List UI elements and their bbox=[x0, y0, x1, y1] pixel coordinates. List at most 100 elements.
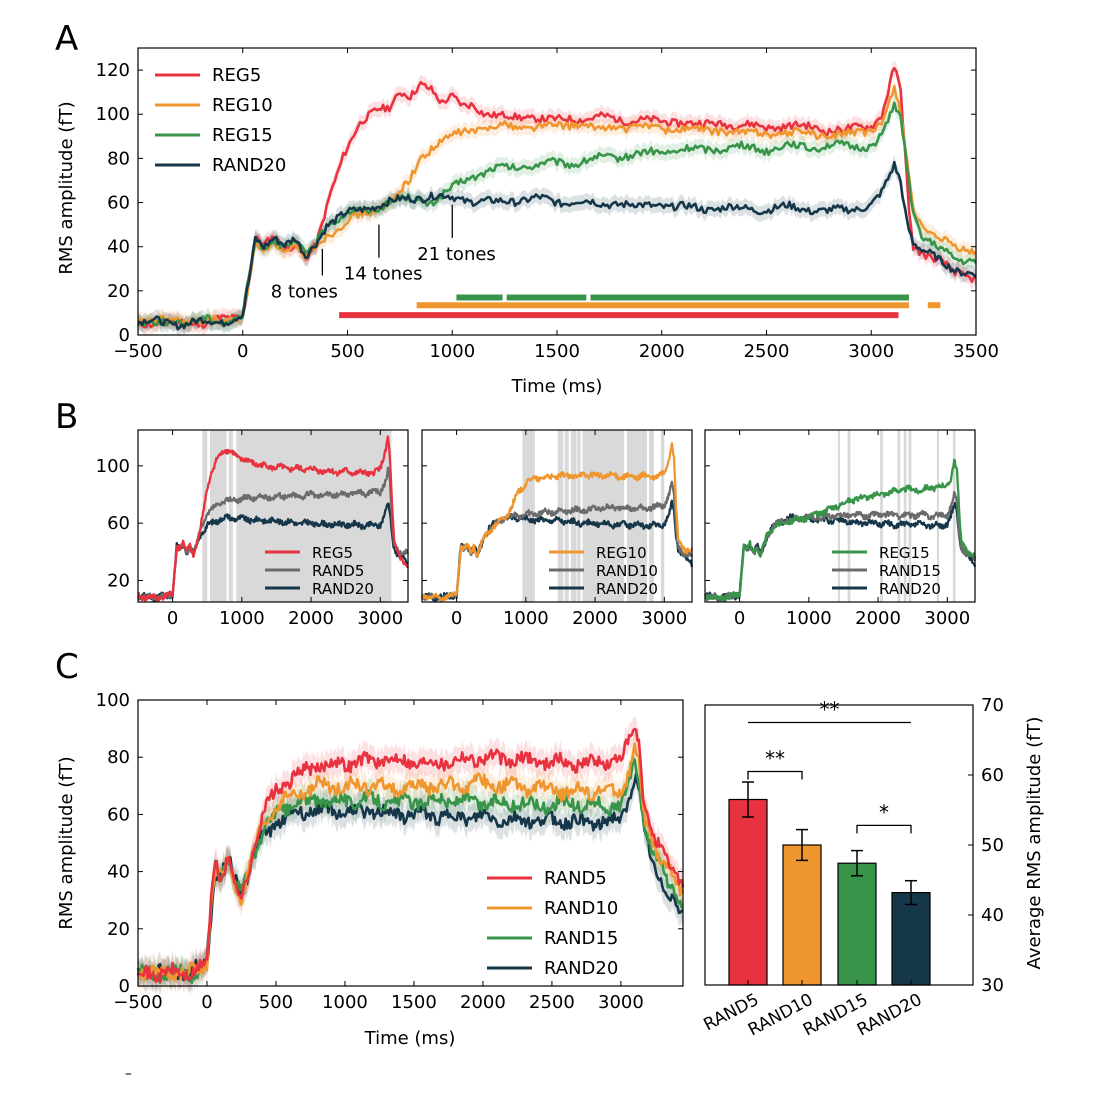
panel-b2-shaded-interval bbox=[557, 430, 564, 602]
panel-b2-x-tick-label: 0 bbox=[451, 608, 462, 629]
footnote-dash: – bbox=[125, 1066, 132, 1082]
panel-c-frame bbox=[137, 699, 684, 987]
panel-c-significance-bracket bbox=[856, 824, 912, 834]
panel-c-bar-y-axis-label: Average RMS amplitude (fT) bbox=[1024, 717, 1045, 970]
panel-c-legend-label-rand10: RAND10 bbox=[544, 898, 618, 919]
panel-b1-legend-label-rand5: RAND5 bbox=[312, 562, 364, 580]
panel-c-x-axis-label: Time (ms) bbox=[364, 1028, 456, 1049]
panel-a-x-tick-label: 0 bbox=[237, 341, 248, 362]
panel-b1-shaded-interval bbox=[202, 430, 208, 602]
panel-c-x-tick-label: 2000 bbox=[460, 992, 506, 1013]
panel-b2-legend-label-rand20: RAND20 bbox=[596, 580, 658, 598]
panel-a-y-tick-label: 120 bbox=[96, 60, 130, 81]
panel-b1-line-reg5 bbox=[137, 435, 409, 602]
panel-b1-x-tick-label: 1000 bbox=[219, 608, 265, 629]
panel-b1-y-tick-label: 100 bbox=[96, 456, 130, 477]
panel-c-bar-rand5 bbox=[728, 798, 768, 986]
panel-a-y-tick-label: 60 bbox=[107, 193, 130, 214]
panel-label-c: C bbox=[55, 647, 79, 687]
panel-c-bar-y-tick-label: 30 bbox=[981, 975, 1004, 996]
panel-b1-legend-label-rand20: RAND20 bbox=[312, 580, 374, 598]
panel-b1-y-tick-label: 20 bbox=[107, 571, 130, 592]
panel-b2-x-tick-label: 2000 bbox=[572, 608, 618, 629]
panel-b1-shaded-interval bbox=[236, 430, 392, 602]
panel-b1-y-tick-label: 60 bbox=[107, 513, 130, 534]
panel-b3-x-tick-label: 0 bbox=[734, 608, 745, 629]
panel-c-bar-rand10 bbox=[782, 844, 822, 986]
panel-b2-x-tick-label: 3000 bbox=[641, 608, 687, 629]
panel-c-bar-y-tick-label: 40 bbox=[981, 905, 1004, 926]
panel-b3-legend-label-rand20: RAND20 bbox=[879, 580, 941, 598]
panel-label-a: A bbox=[55, 19, 78, 59]
panel-b1-shaded-interval bbox=[228, 430, 233, 602]
panel-c-x-tick-label: −500 bbox=[113, 992, 162, 1013]
panel-a-x-axis-label: Time (ms) bbox=[511, 376, 603, 397]
panel-b1-legend-label-reg5: REG5 bbox=[312, 544, 353, 562]
panel-c-y-tick-label: 0 bbox=[119, 976, 130, 997]
panel-b1-x-tick-label: 0 bbox=[167, 608, 178, 629]
panel-a-x-tick-label: 3000 bbox=[848, 341, 894, 362]
panel-c-y-tick-label: 40 bbox=[107, 862, 130, 883]
panel-a-annotation-label: 8 tones bbox=[271, 281, 338, 302]
panel-b2-shaded-interval bbox=[570, 430, 577, 602]
panel-c-lines: −500 0 500 1000 1500 2000 2500 3000020406080100… bbox=[96, 690, 685, 1013]
panel-a-y-tick-label: 100 bbox=[96, 104, 130, 125]
panel-b2-shaded-interval bbox=[649, 430, 654, 602]
panel-c-legend-label-rand15: RAND15 bbox=[544, 928, 618, 949]
panel-a-x-tick-label: 1500 bbox=[534, 341, 580, 362]
panel-c-band-rand10 bbox=[138, 731, 683, 994]
panel-c-x-tick-label: 3000 bbox=[598, 992, 644, 1013]
panel-c-legend-label-rand20: RAND20 bbox=[544, 958, 618, 979]
panel-b3-frame bbox=[704, 429, 976, 603]
panel-b1-x-tick-label: 2000 bbox=[288, 608, 334, 629]
panel-a-band-reg10 bbox=[138, 78, 976, 333]
panel-a-x-tick-label: 500 bbox=[330, 341, 364, 362]
panel-c-y-tick-label: 100 bbox=[96, 690, 130, 711]
panel-a-legend-label-reg10: REG10 bbox=[212, 95, 273, 116]
panel-a-band-reg15 bbox=[138, 95, 976, 334]
panel-c-y-tick-label: 20 bbox=[107, 919, 130, 940]
panel-b3-legend-label-rand15: RAND15 bbox=[879, 562, 941, 580]
panel-a-y-tick-label: 80 bbox=[107, 148, 130, 169]
panel-a-line-rand20 bbox=[137, 160, 977, 331]
panel-a-y-tick-label: 40 bbox=[107, 237, 130, 258]
panel-c-significance-label: * bbox=[879, 800, 889, 824]
panel-c-x-tick-label: 1500 bbox=[391, 992, 437, 1013]
panel-a-legend-label-reg5: REG5 bbox=[212, 65, 261, 86]
panel-b1-frame bbox=[137, 429, 409, 603]
panel-a-frame bbox=[137, 47, 977, 336]
panel-a-y-tick-label: 20 bbox=[107, 281, 130, 302]
panel-c-y-tick-label: 60 bbox=[107, 804, 130, 825]
panel-c-bar-y-tick-label: 70 bbox=[981, 695, 1004, 716]
panel-b2-frame bbox=[421, 429, 693, 603]
panel-b2-legend-label-rand10: RAND10 bbox=[596, 562, 658, 580]
panel-b3-x-tick-label: 2000 bbox=[855, 608, 901, 629]
panel-a-annotation-label: 14 tones bbox=[344, 264, 423, 285]
panel-c-y-axis-label: RMS amplitude (fT) bbox=[56, 756, 77, 929]
panel-c-bar-y-tick-label: 50 bbox=[981, 835, 1004, 856]
panel-a-x-tick-label: 2000 bbox=[639, 341, 685, 362]
panel-a-x-tick-label: 1000 bbox=[429, 341, 475, 362]
panel-c-bar-rand20 bbox=[891, 891, 931, 986]
panel-a-annotation-label: 21 tones bbox=[417, 244, 496, 265]
panel-c-legend-label-rand5: RAND5 bbox=[544, 868, 607, 889]
panel-c-bar-y-tick-label: 60 bbox=[981, 765, 1004, 786]
panel-c-significance-label: ** bbox=[765, 747, 785, 771]
panel-a-y-axis-label: RMS amplitude (fT) bbox=[56, 101, 77, 274]
panel-a-x-tick-label: 2500 bbox=[744, 341, 790, 362]
panel-a-y-tick-label: 0 bbox=[119, 325, 130, 346]
panel-label-b: B bbox=[55, 397, 78, 437]
panel-b3-shaded-interval bbox=[952, 430, 956, 602]
panel-c-y-tick-label: 80 bbox=[107, 747, 130, 768]
panel-b2-legend-label-reg10: REG10 bbox=[596, 544, 647, 562]
panel-c-x-tick-label: 500 bbox=[259, 992, 293, 1013]
panel-b3-legend-label-reg15: REG15 bbox=[879, 544, 930, 562]
panel-b2-shaded-interval bbox=[564, 430, 569, 602]
panel-b1-shaded-interval bbox=[210, 430, 227, 602]
